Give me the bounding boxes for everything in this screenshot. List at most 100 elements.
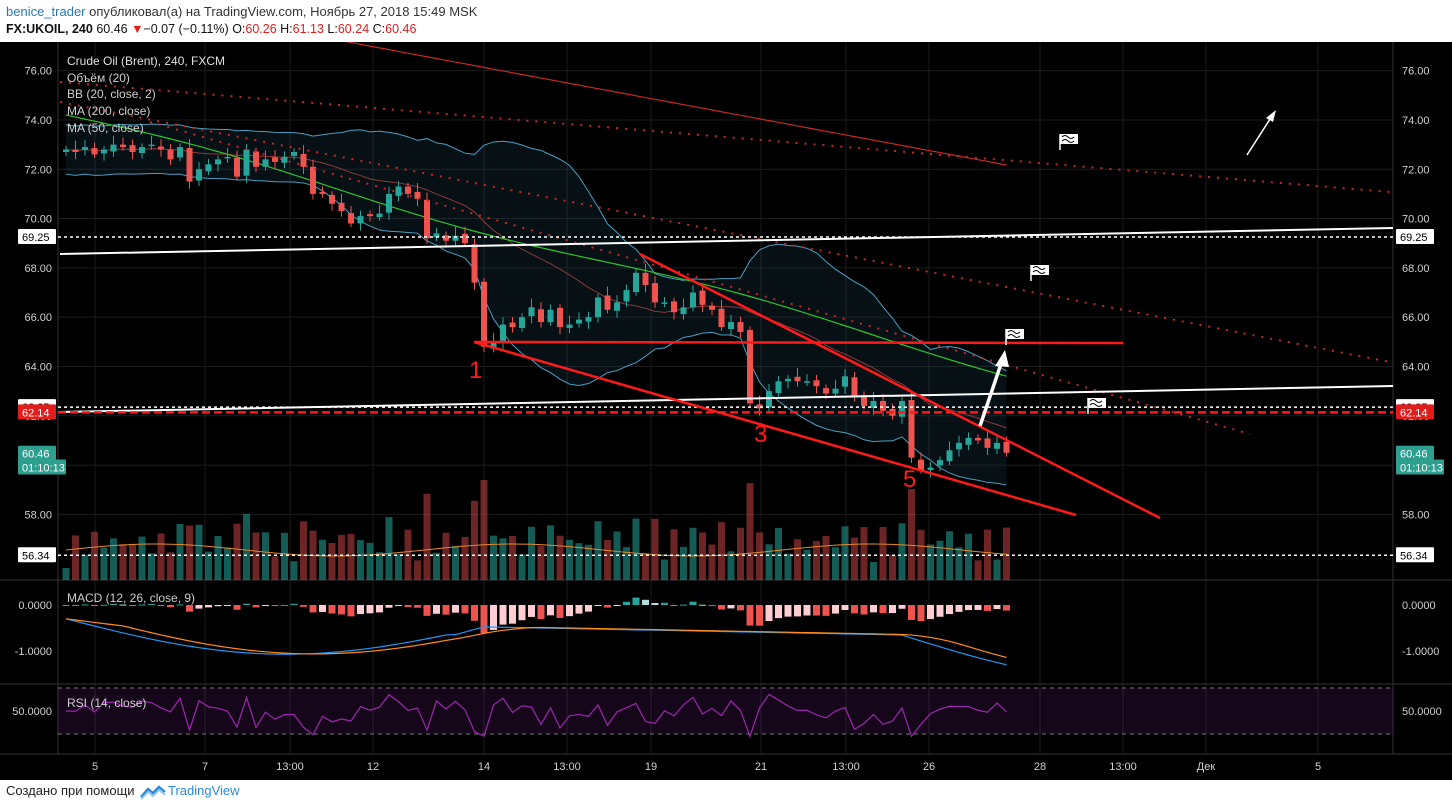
candle-body xyxy=(452,235,459,241)
tradingview-logo-icon[interactable] xyxy=(140,784,166,800)
macd-hist-bar xyxy=(376,605,383,613)
volume-bar xyxy=(841,526,849,580)
candle-body xyxy=(870,400,877,408)
candle-body xyxy=(766,391,772,408)
candle-body xyxy=(709,305,715,310)
macd-tick-left: -1.0000 xyxy=(15,646,52,658)
macd-hist-bar xyxy=(927,605,934,620)
trend-drawings: 1 3 5 xyxy=(58,81,1394,557)
volume-bar xyxy=(889,555,896,580)
legend-volume[interactable]: Объём (20) xyxy=(67,71,130,85)
candle-body xyxy=(63,149,69,152)
price-label-text: 56.34 xyxy=(1400,550,1428,562)
macd-hist-bar xyxy=(167,605,174,608)
price-label-bg xyxy=(18,547,56,563)
candle-body xyxy=(728,322,734,329)
x-tick: 13:00 xyxy=(553,761,581,773)
footer-brand-link[interactable]: TradingView xyxy=(168,783,240,798)
macd-hist-bar xyxy=(423,605,431,616)
price-label-text: 60.46 xyxy=(1400,449,1428,461)
macd-hist-bar xyxy=(879,605,887,614)
candle-body xyxy=(557,307,563,328)
volume-bar xyxy=(271,556,279,580)
volume-bar xyxy=(110,538,117,580)
down-arrow-icon: ▼ xyxy=(131,22,144,36)
volume-bar xyxy=(224,547,231,580)
macd-hist-bar xyxy=(718,605,725,610)
dotted-trendline xyxy=(59,101,1391,363)
x-tick: 13:00 xyxy=(832,761,860,773)
volume-bar xyxy=(927,544,934,580)
candle-body xyxy=(196,169,202,181)
volume-bar xyxy=(984,529,991,580)
macd-hist-bar xyxy=(784,605,792,617)
price-label-text: 01:10:13 xyxy=(1400,463,1443,475)
macd-hist-bar xyxy=(233,605,241,610)
legend-bb[interactable]: BB (20, close, 2) xyxy=(67,87,156,101)
volume-bar xyxy=(347,533,355,580)
published-text: опубликовал(а) на TradingView.com, Ноябр… xyxy=(89,4,478,19)
macd-hist-bar xyxy=(338,605,345,615)
chart-area[interactable]: 135 58.0058.0060.0060.0062.0062.0064.006… xyxy=(0,0,1452,780)
y-tick-left: 76.00 xyxy=(24,66,52,78)
macd-label[interactable]: MACD (12, 26, close, 9) xyxy=(67,591,195,605)
macd-tick-right: -1.0000 xyxy=(1402,646,1439,658)
candle-body xyxy=(471,244,478,283)
macd-hist-bar xyxy=(138,604,146,606)
volume-bar xyxy=(832,547,839,580)
rsi-label[interactable]: RSI (14, close) xyxy=(67,696,146,710)
macd-hist-bar xyxy=(471,605,478,621)
macd-hist-bar xyxy=(851,605,858,614)
candle-body xyxy=(756,404,763,409)
footer: Создано при помощи TradingView xyxy=(0,780,1452,810)
macd-hist-bar xyxy=(62,605,70,606)
volume-bar xyxy=(528,526,535,580)
macd-hist-bar xyxy=(575,605,583,614)
macd-hist-bar xyxy=(119,604,127,606)
candle-body xyxy=(405,186,411,194)
macd-hist-bar xyxy=(319,605,326,612)
legend-ma200[interactable]: MA (200, close) xyxy=(67,104,150,118)
legend-ma50[interactable]: MA (50, close) xyxy=(67,121,144,135)
price-label-text: 62.14 xyxy=(22,407,50,419)
volume-bar xyxy=(72,535,79,580)
candle-body xyxy=(975,437,981,441)
x-tick: 26 xyxy=(923,761,935,773)
macd-hist-bar xyxy=(518,605,526,621)
y-tick-right: 68.00 xyxy=(1402,263,1430,275)
volume-bar xyxy=(509,535,516,580)
author-link[interactable]: benice_trader xyxy=(6,4,86,19)
x-tick: 13:00 xyxy=(276,761,304,773)
candle-body xyxy=(623,290,630,302)
volume-bar xyxy=(499,538,507,580)
candle-body xyxy=(205,164,212,172)
candle-body xyxy=(576,319,582,324)
macd-hist-bar xyxy=(822,605,830,616)
macd-hist-bar xyxy=(328,605,336,614)
white-trendline xyxy=(59,385,1394,413)
volume-bar xyxy=(328,543,336,580)
flag-cloth xyxy=(1060,134,1078,144)
candle-body xyxy=(348,213,354,224)
macd-hist-bar xyxy=(347,605,355,617)
flag-pattern xyxy=(1007,330,1021,338)
candle-body xyxy=(642,272,649,286)
volume-bar xyxy=(908,489,915,580)
flag-pattern xyxy=(1061,135,1075,143)
volume-bar xyxy=(518,554,526,580)
macd-hist-bar xyxy=(214,605,222,607)
chart-canvas[interactable]: 135 58.0058.0060.0060.0062.0062.0064.006… xyxy=(0,0,1452,780)
volume-bar xyxy=(651,518,659,580)
macd-hist-bar xyxy=(547,605,554,616)
volume-bar xyxy=(946,531,953,580)
candle-body xyxy=(234,157,240,177)
candle-body xyxy=(281,156,288,163)
candle-body xyxy=(538,309,544,323)
macd-hist-bar xyxy=(129,605,136,606)
rsi-tick-right: 50.0000 xyxy=(1402,706,1442,718)
volume-bar xyxy=(176,524,184,580)
price-label-bg xyxy=(18,459,66,475)
volume-bar xyxy=(414,560,421,580)
macd-hist-bar xyxy=(585,605,592,612)
macd-hist-bar xyxy=(594,605,602,607)
